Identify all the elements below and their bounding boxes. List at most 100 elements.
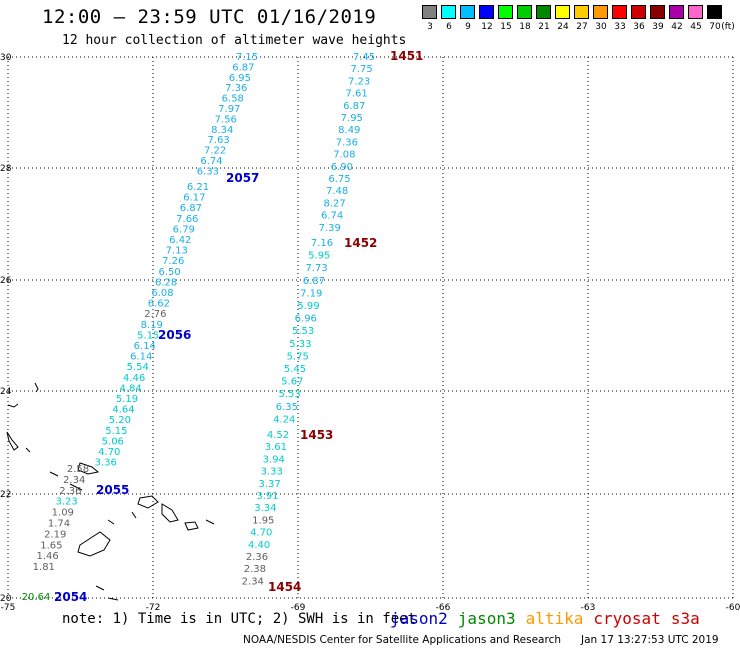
- wave-height-value: 6.79: [173, 224, 195, 235]
- axis-labels: -75 -72 -69 -66 -63 -60 30 28 26 24 22 20: [0, 53, 740, 613]
- wave-height-value: 3.34: [254, 503, 276, 514]
- lon-tick-label: -69: [291, 603, 306, 613]
- wave-height-value: 6.17: [183, 193, 205, 204]
- lat-tick-label: 24: [0, 387, 12, 397]
- wave-height-value: 3.61: [265, 442, 287, 453]
- wave-height-value: 6.50: [158, 267, 180, 278]
- island-outline: [107, 597, 119, 601]
- wave-height-value: 7.22: [204, 146, 226, 157]
- wave-height-value: 5.19: [116, 394, 138, 405]
- wave-height-value: 7.48: [326, 186, 348, 197]
- legend-label: 36: [633, 22, 645, 32]
- legend-swatch: [498, 5, 513, 19]
- wave-height-value: 7.75: [350, 64, 372, 75]
- wave-height-value: 3.36: [95, 458, 117, 469]
- map-subtitle: 12 hour collection of altimeter wave hei…: [62, 33, 407, 48]
- wave-height-value: 6.08: [151, 288, 173, 299]
- island-outline: [205, 519, 215, 525]
- satellite-altika: altika: [525, 609, 584, 628]
- lon-tick-label: -60: [726, 603, 740, 613]
- legend-label: 9: [465, 22, 471, 32]
- lat-lon-grid: [7, 56, 734, 599]
- wave-height-value: 5.15: [137, 330, 159, 341]
- wave-height-value: 7.97: [218, 104, 240, 115]
- wave-height-value: 8.49: [338, 125, 360, 136]
- wave-height-value: 6.62: [148, 299, 170, 310]
- wave-height-value: 6.90: [331, 162, 353, 173]
- island-outline: [34, 382, 39, 393]
- wave-height-value: 3.33: [261, 467, 283, 478]
- wave-height-value: 1.46: [36, 551, 58, 562]
- wave-height-value: 7.15: [236, 52, 258, 63]
- wave-height-value: 6.14: [134, 341, 156, 352]
- track-label: 1451: [390, 49, 423, 63]
- island-outline: [131, 511, 137, 519]
- wave-height-value: 2.38: [244, 564, 266, 575]
- wave-height-value: 7.26: [162, 256, 184, 267]
- wave-height-value: 1.74: [48, 519, 70, 530]
- wave-height-value: 3.91: [256, 491, 278, 502]
- wave-height-value: 4.24: [273, 414, 295, 425]
- wave-height-value: 5.33: [289, 339, 311, 350]
- wave-height-value: 5.06: [102, 436, 124, 447]
- wave-height-value: 6.96: [295, 314, 317, 325]
- track-label: 1452: [344, 236, 377, 250]
- note-text: note: 1) Time is in UTC; 2) SWH is in fe…: [62, 611, 417, 627]
- legend-swatch: [574, 5, 589, 19]
- wave-height-value: 7.95: [341, 113, 363, 124]
- footer-credit: NOAA/NESDIS Center for Satellite Applica…: [243, 634, 561, 646]
- wave-height-value: 7.08: [333, 150, 355, 161]
- wave-height-value: 7.39: [319, 223, 341, 234]
- wave-height-value: 6.74: [200, 156, 222, 167]
- wave-height-value: 4.84: [119, 383, 141, 394]
- island-outline: [184, 521, 199, 531]
- wave-height-value: 8.34: [211, 125, 233, 136]
- wave-height-value: 6.87: [303, 276, 325, 287]
- wave-height-value: 8.27: [323, 198, 345, 209]
- satellite-cryosat: cryosat: [593, 609, 661, 628]
- track-2057: 7.156.876.957.366.587.977.568.347.637.22…: [197, 52, 260, 185]
- wave-height-value: 2.36: [246, 552, 268, 563]
- satellite-jason3: jason3: [457, 609, 516, 628]
- legend-label: 30: [595, 22, 607, 32]
- wave-height-value: 6.21: [187, 182, 209, 193]
- track-1452: 7.165.957.736.877.195.996.965.535.335.75…: [273, 236, 377, 425]
- track-label: 2055: [96, 483, 129, 497]
- lat-tick-label: 28: [0, 164, 12, 174]
- legend-swatch: [517, 5, 532, 19]
- legend-swatch: [479, 5, 494, 19]
- legend-label: 6: [446, 22, 452, 32]
- wave-height-value: 6.87: [180, 203, 202, 214]
- legend-label: 42: [671, 22, 683, 32]
- track-2055: 2.582.342.363.231.091.742.191.651.461.81…: [33, 464, 130, 573]
- wave-height-value: 7.23: [348, 76, 370, 87]
- legend-label: 27: [576, 22, 588, 32]
- track-1453: 4.523.613.94 3.333.373.913.341.95 4.704.40…: [242, 428, 334, 587]
- wave-height-value: 4.52: [267, 430, 289, 441]
- wave-height-value: 6.87: [343, 101, 365, 112]
- wave-height-value: 5.54: [127, 362, 149, 373]
- wave-height-value: 7.36: [225, 83, 247, 94]
- island-outline: [6, 431, 19, 451]
- legend-label: 33: [614, 22, 626, 32]
- track-2056: 6.216.176.877.666.796.427.137.266.506.28…: [95, 182, 210, 469]
- wave-height-value: 4.64: [112, 405, 134, 416]
- wave-height-value: 4.46: [123, 373, 145, 384]
- map-title: 12:00 – 23:59 UTC 01/16/2019: [42, 6, 377, 28]
- wave-height-value: 7.66: [176, 214, 198, 225]
- legend-swatch: [555, 5, 570, 19]
- wave-height-value: 2.76: [144, 309, 166, 320]
- wave-height-value: 4.40: [248, 540, 270, 551]
- wave-height-value: 8.19: [141, 320, 163, 331]
- wave-height-value: 6.74: [321, 211, 343, 222]
- wave-height-value: 6.58: [222, 94, 244, 105]
- legend-swatch: [460, 5, 475, 19]
- legend-swatch: [536, 5, 551, 19]
- island-outline: [25, 447, 31, 453]
- wave-height-value: 5.67: [281, 377, 303, 388]
- lon-tick-label: -72: [146, 603, 161, 613]
- legend-swatch: [707, 5, 722, 19]
- wave-height-value: 7.36: [336, 137, 358, 148]
- legend-label: 21: [538, 22, 550, 32]
